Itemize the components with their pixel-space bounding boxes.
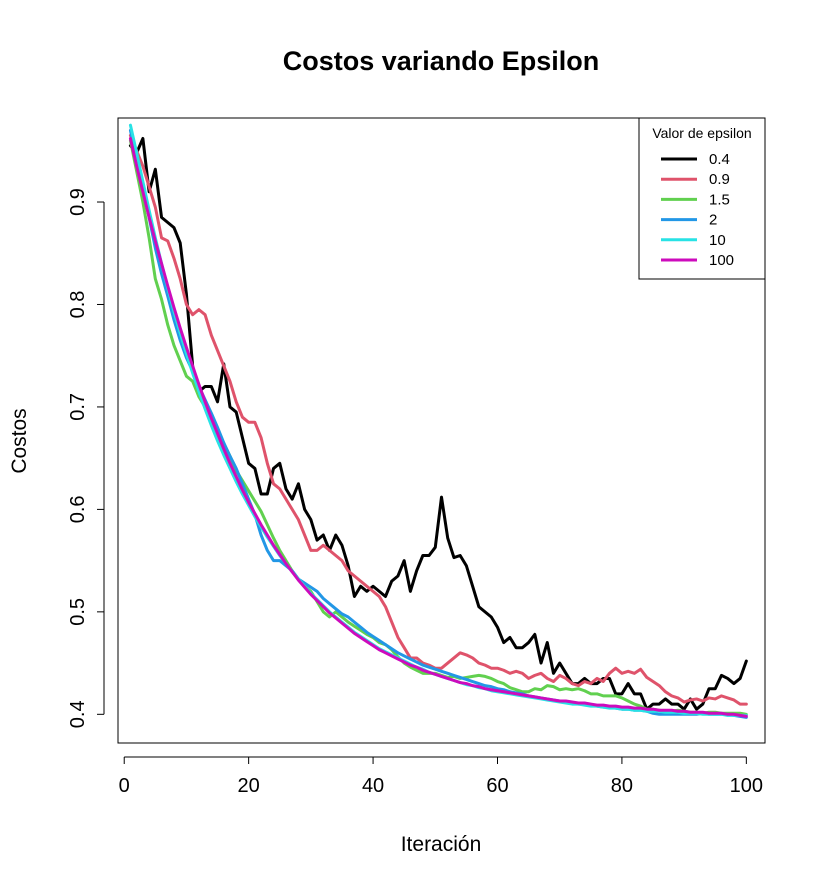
y-tick-label: 0.7: [67, 393, 89, 421]
x-tick-label: 60: [486, 775, 508, 797]
x-tick-label: 40: [362, 775, 384, 797]
series-lines: [128, 123, 748, 719]
x-axis: 0 20 40 60 80 100: [119, 756, 763, 797]
legend-label: 100: [709, 252, 734, 269]
legend-box: [638, 117, 766, 280]
legend-label: 0.9: [709, 171, 730, 188]
y-tick-label: 0.8: [67, 291, 89, 319]
y-tick-label: 0.9: [67, 188, 89, 216]
legend: Valor de epsilon 0.4 0.9 1.5 2 10 100: [638, 117, 766, 280]
x-tick-label: 20: [238, 775, 260, 797]
x-axis-label: Iteración: [401, 833, 482, 856]
y-axis: 0.4 0.5 0.6 0.7 0.8 0.9: [67, 188, 105, 728]
chart-title: Costos variando Epsilon: [283, 46, 600, 76]
legend-title: Valor de epsilon: [652, 125, 751, 141]
y-tick-label: 0.5: [67, 598, 89, 626]
x-tick-label: 100: [730, 775, 763, 797]
legend-label: 1.5: [709, 191, 730, 208]
plot-frame: [117, 117, 766, 744]
series-line-100: [128, 136, 748, 718]
legend-items: 0.4 0.9 1.5 2 10 100: [661, 151, 734, 269]
x-tick-label: 0: [119, 775, 130, 797]
x-tick-label: 80: [611, 775, 633, 797]
series-line-0-9: [128, 133, 748, 706]
y-axis-label: Costos: [8, 408, 31, 473]
legend-label: 10: [709, 232, 726, 249]
series-line-0-4: [128, 136, 748, 711]
legend-label: 2: [709, 212, 717, 229]
y-tick-label: 0.4: [67, 700, 89, 728]
legend-label: 0.4: [709, 151, 730, 168]
y-tick-label: 0.6: [67, 495, 89, 523]
